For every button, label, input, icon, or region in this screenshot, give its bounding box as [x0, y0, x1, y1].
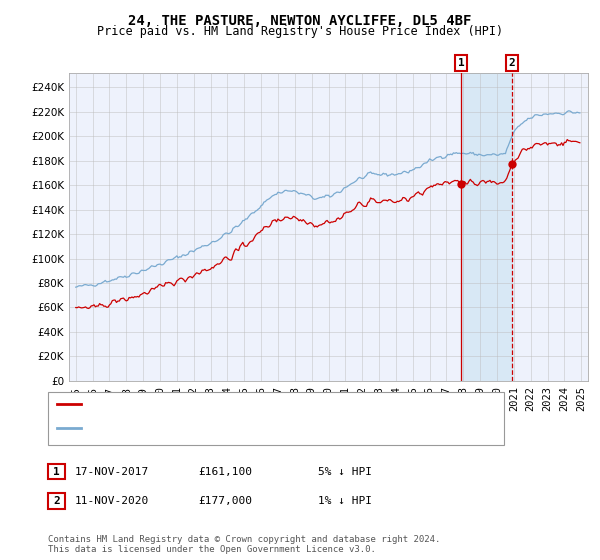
Text: 24, THE PASTURE, NEWTON AYCLIFFE, DL5 4BF: 24, THE PASTURE, NEWTON AYCLIFFE, DL5 4B… — [128, 14, 472, 28]
Text: HPI: Average price, detached house, County Durham: HPI: Average price, detached house, Coun… — [87, 423, 393, 433]
Text: 2: 2 — [53, 496, 60, 506]
Text: Contains HM Land Registry data © Crown copyright and database right 2024.
This d: Contains HM Land Registry data © Crown c… — [48, 535, 440, 554]
Text: 1: 1 — [458, 58, 464, 68]
Bar — [461, 73, 512, 381]
Text: £161,100: £161,100 — [198, 466, 252, 477]
Text: 2: 2 — [508, 58, 515, 68]
Text: Price paid vs. HM Land Registry's House Price Index (HPI): Price paid vs. HM Land Registry's House … — [97, 25, 503, 38]
Text: 11-NOV-2020: 11-NOV-2020 — [75, 496, 149, 506]
Text: £177,000: £177,000 — [198, 496, 252, 506]
Text: 17-NOV-2017: 17-NOV-2017 — [75, 466, 149, 477]
Text: 1% ↓ HPI: 1% ↓ HPI — [318, 496, 372, 506]
Text: 1: 1 — [53, 466, 60, 477]
Text: 5% ↓ HPI: 5% ↓ HPI — [318, 466, 372, 477]
Text: 24, THE PASTURE, NEWTON AYCLIFFE, DL5 4BF (detached house): 24, THE PASTURE, NEWTON AYCLIFFE, DL5 4B… — [87, 399, 449, 409]
